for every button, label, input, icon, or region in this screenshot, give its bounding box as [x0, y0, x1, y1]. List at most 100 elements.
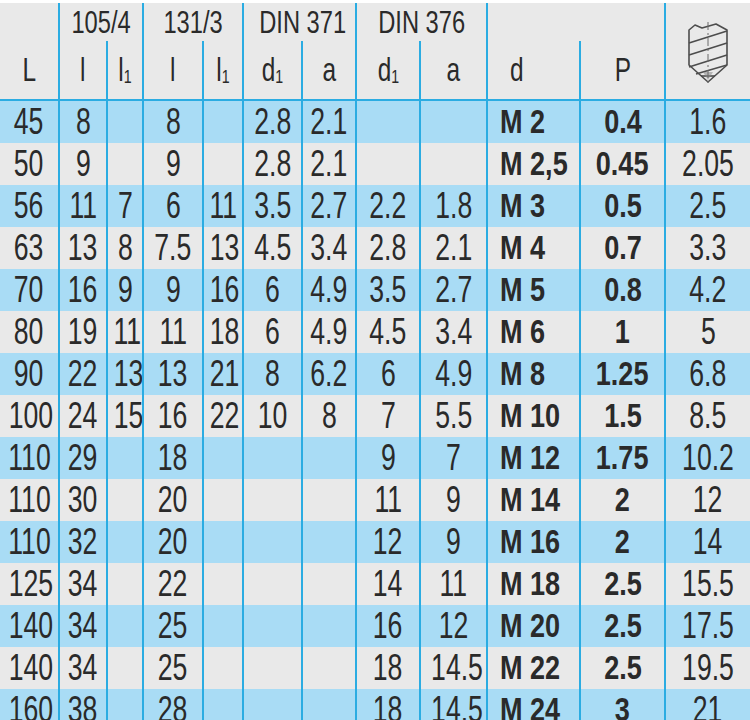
cell-a-376: 12 [420, 605, 487, 647]
cell-value: 21 [693, 691, 723, 720]
cell-d1-371: 3.5 [243, 185, 302, 227]
table-row: 45882.82.1M 20.41.6 [0, 100, 750, 143]
cell-l-131: 18 [143, 437, 203, 479]
cell-d1-376 [356, 143, 420, 185]
group-header-label: DIN 376 [378, 6, 465, 38]
cell-l1-131 [203, 521, 243, 563]
cell-value: M 2,5 [500, 147, 568, 180]
column-header-label: P [614, 53, 630, 86]
cell-value: 4.2 [690, 271, 727, 308]
column-header-l-131: l [143, 41, 203, 100]
cell-d1-371: 2.8 [243, 143, 302, 185]
column-header-l1-105: l1 [107, 41, 143, 100]
cell-value: M 4 [500, 231, 545, 264]
cell-l1-131: 21 [203, 353, 243, 395]
cell-l-131: 16 [143, 395, 203, 437]
cell-d1-376: 2.2 [356, 185, 420, 227]
cell-l-131: 28 [143, 689, 203, 720]
cell-value: 9 [446, 481, 461, 518]
cell-value: 63 [14, 229, 44, 266]
cell-value: 160 [9, 691, 53, 720]
table-row: 1002415162210875.5M 101.58.5 [0, 395, 750, 437]
cell-l-105: 34 [59, 605, 107, 647]
table-row: 902213132186.264.9M 81.256.8 [0, 353, 750, 395]
cell-value: M 3 [500, 189, 545, 222]
cell-value: 2.8 [254, 145, 291, 182]
cell-value: 56 [14, 187, 44, 224]
cell-drill-diameter: 19.5 [665, 647, 750, 689]
cell-value: 28 [158, 691, 188, 720]
cell-l1-131 [203, 605, 243, 647]
column-header-label: d [510, 53, 524, 86]
cell-value: 30 [68, 481, 98, 518]
cell-value: 6 [265, 271, 280, 308]
cell-value: 2.8 [254, 103, 291, 140]
cell-l-105: 34 [59, 647, 107, 689]
cell-a-371: 4.9 [302, 311, 356, 353]
cell-l1-105: 15 [107, 395, 143, 437]
cell-a-371: 2.1 [302, 143, 356, 185]
cell-l1-105: 9 [107, 269, 143, 311]
cell-l1-105 [107, 521, 143, 563]
header-symbol: a [447, 51, 461, 88]
header-subscript: 1 [124, 66, 132, 87]
cell-L: 125 [0, 563, 59, 605]
cell-P: 2.5 [580, 647, 665, 689]
table-row: 14034251814.5M 222.519.5 [0, 647, 750, 689]
thread-tap-table: 105/4131/3DIN 371DIN 376 Lll1ll1d1ad1adP… [0, 3, 750, 720]
cell-value: 80 [14, 313, 44, 350]
cell-value: 4.5 [254, 229, 291, 266]
cell-d1-371: 8 [243, 353, 302, 395]
cell-value: 1.75 [596, 441, 649, 474]
cell-value: 11 [69, 187, 97, 224]
cell-value: 11 [159, 313, 187, 350]
cell-value: 0.7 [604, 231, 642, 264]
cell-d1-371: 2.8 [243, 100, 302, 143]
cell-a-376: 4.9 [420, 353, 487, 395]
cell-l-105: 34 [59, 563, 107, 605]
column-header-d1-376: d1 [356, 41, 420, 100]
cell-value: 20 [158, 523, 188, 560]
cell-value: 2.5 [604, 609, 642, 642]
cell-d1-376 [356, 100, 420, 143]
cell-value: 12 [439, 607, 469, 644]
cell-a-371: 2.7 [302, 185, 356, 227]
cell-value: 9 [76, 145, 91, 182]
cell-value: 38 [68, 691, 98, 720]
cell-l1-131 [203, 647, 243, 689]
cell-d: M 12 [487, 437, 580, 479]
cell-value: 2.8 [370, 229, 407, 266]
cell-value: M 6 [500, 315, 545, 348]
cell-L: 80 [0, 311, 59, 353]
cell-l-131: 13 [143, 353, 203, 395]
cell-l1-105 [107, 479, 143, 521]
column-header-a-376: a [420, 41, 487, 100]
cell-value: 7 [381, 397, 396, 434]
cell-d: M 5 [487, 269, 580, 311]
cell-L: 160 [0, 689, 59, 720]
cell-L: 100 [0, 395, 59, 437]
cell-value: 8.5 [690, 397, 727, 434]
cell-l1-131: 22 [203, 395, 243, 437]
cell-a-371 [302, 605, 356, 647]
cell-l1-131: 18 [203, 311, 243, 353]
cell-l-105: 8 [59, 100, 107, 143]
cell-value: 3.5 [254, 187, 291, 224]
column-header-label: a [447, 53, 461, 86]
cell-a-376: 1.8 [420, 185, 487, 227]
cell-d: M 18 [487, 563, 580, 605]
group-header-din-376: DIN 376 [356, 3, 487, 41]
cell-value: 11 [374, 481, 402, 518]
cell-value: 18 [373, 649, 403, 686]
cell-value: 2.7 [435, 271, 472, 308]
cell-l-131: 22 [143, 563, 203, 605]
column-header-label: d1 [262, 53, 283, 86]
cell-d1-371: 10 [243, 395, 302, 437]
cell-L: 56 [0, 185, 59, 227]
cell-value: M 2 [500, 105, 545, 138]
cell-L: 45 [0, 100, 59, 143]
cell-value: 17.5 [682, 607, 734, 644]
cell-value: 8 [118, 229, 133, 266]
column-header-l-105: l [59, 41, 107, 100]
cell-P: 0.5 [580, 185, 665, 227]
